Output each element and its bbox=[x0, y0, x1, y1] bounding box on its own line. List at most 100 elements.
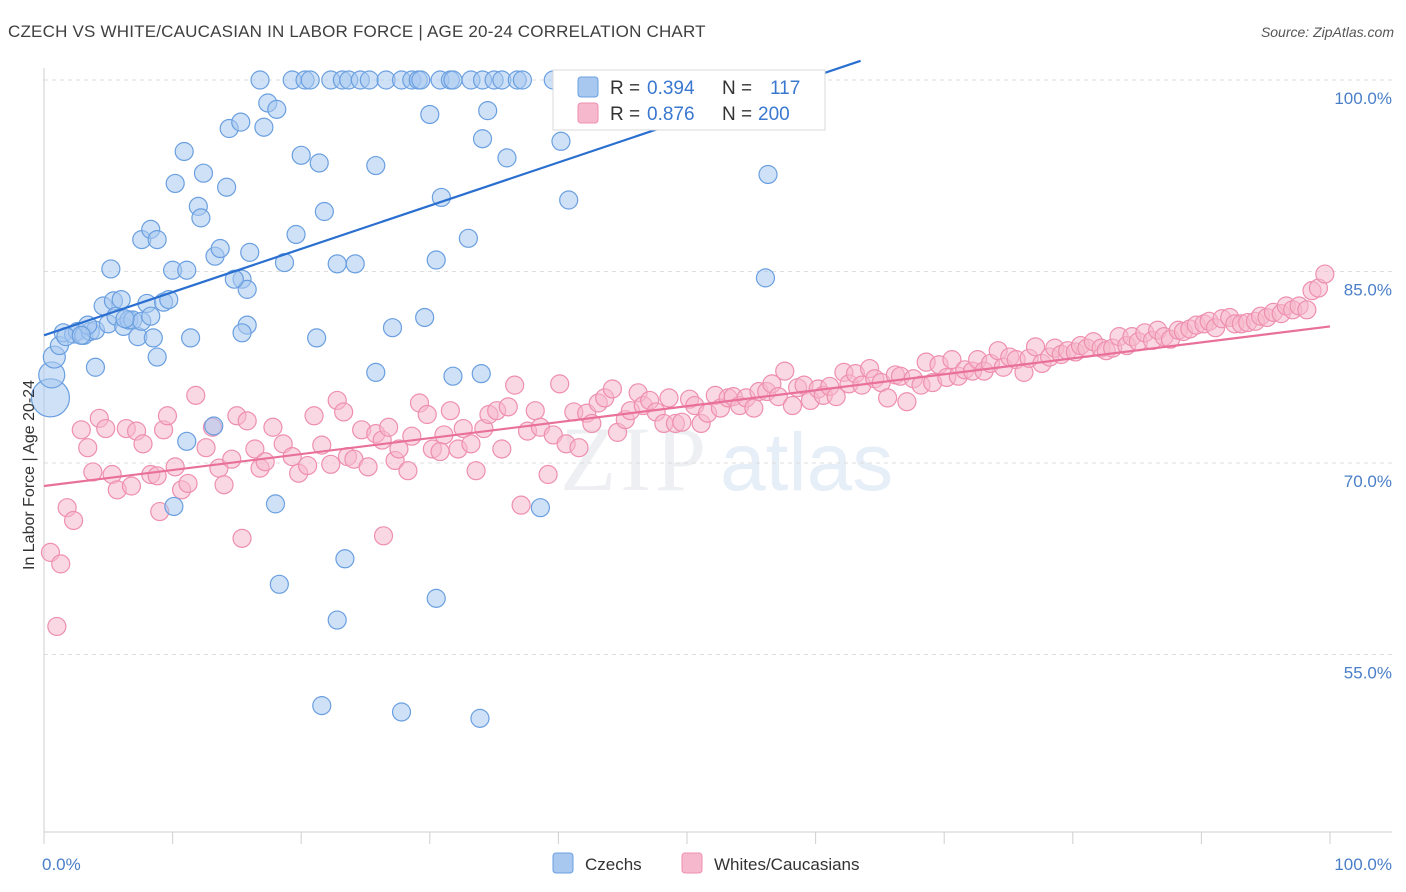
czech-point-47 bbox=[250, 70, 270, 90]
czech-point-66 bbox=[359, 70, 379, 90]
white-point-32 bbox=[245, 439, 265, 459]
czech-point-31 bbox=[177, 260, 197, 280]
legend-label-czechs: Czechs bbox=[585, 855, 642, 874]
watermark: ZIP atlas bbox=[560, 408, 893, 510]
white-point-5 bbox=[71, 420, 91, 440]
white-point-129 bbox=[878, 388, 898, 408]
czech-point-56 bbox=[300, 70, 320, 90]
czech-point-67 bbox=[366, 155, 386, 176]
czech-point-39 bbox=[217, 177, 237, 197]
white-point-114 bbox=[782, 395, 803, 416]
white-point-132 bbox=[897, 392, 917, 412]
czech-point-46 bbox=[240, 242, 260, 262]
czech-point-94 bbox=[551, 131, 571, 151]
czech-point-119 bbox=[391, 702, 412, 722]
czech-point-108 bbox=[177, 431, 197, 451]
stats-swatch-whites bbox=[577, 102, 599, 124]
czech-point-36 bbox=[193, 163, 214, 183]
white-point-17 bbox=[147, 466, 167, 486]
czech-point-81 bbox=[443, 366, 463, 386]
czech-point-82 bbox=[443, 70, 463, 90]
czech-point-77 bbox=[426, 250, 446, 270]
czech-point-61 bbox=[327, 254, 347, 274]
white-point-24 bbox=[196, 438, 216, 458]
white-point-95 bbox=[659, 388, 679, 408]
white-point-1 bbox=[51, 554, 71, 574]
white-point-194 bbox=[1297, 300, 1317, 320]
czech-point-76 bbox=[420, 104, 440, 125]
svg-text:atlas: atlas bbox=[720, 417, 893, 508]
white-point-40 bbox=[304, 406, 324, 426]
czech-point-117 bbox=[530, 498, 550, 518]
y-tick-label-0: 100.0% bbox=[1334, 89, 1392, 108]
white-point-59 bbox=[430, 441, 450, 462]
czech-point-22 bbox=[147, 347, 167, 367]
bottom-legend: Czechs Whites/Caucasians bbox=[552, 852, 860, 874]
czech-point-112 bbox=[269, 574, 289, 594]
axes bbox=[43, 68, 1392, 844]
stats-swatch-czechs bbox=[577, 76, 599, 98]
white-point-76 bbox=[538, 464, 558, 485]
czech-point-30 bbox=[181, 328, 201, 348]
white-point-108 bbox=[744, 398, 764, 418]
white-point-27 bbox=[214, 475, 234, 495]
czech-point-116 bbox=[471, 364, 491, 384]
white-point-4 bbox=[63, 510, 84, 531]
czech-point-54 bbox=[291, 145, 311, 165]
legend-swatch-czechs bbox=[552, 852, 574, 874]
white-point-13 bbox=[121, 476, 142, 496]
white-point-20 bbox=[165, 457, 185, 477]
white-point-139 bbox=[942, 350, 962, 370]
y-tick-label-3: 55.0% bbox=[1344, 664, 1392, 683]
white-point-19 bbox=[157, 406, 178, 426]
czech-point-125 bbox=[141, 306, 161, 326]
white-point-97 bbox=[672, 412, 692, 432]
czech-point-57 bbox=[307, 328, 327, 348]
stats-n-value-czechs: 117 bbox=[770, 78, 800, 99]
white-point-28 bbox=[222, 449, 242, 469]
czech-point-50 bbox=[267, 99, 287, 119]
czech-point-14 bbox=[111, 289, 131, 310]
white-point-74 bbox=[525, 401, 545, 421]
stats-n-label-whites: N = bbox=[722, 104, 752, 125]
white-point-57 bbox=[417, 404, 437, 425]
czech-point-74 bbox=[415, 307, 435, 328]
source-label: Source: ZipAtlas.com bbox=[1260, 24, 1394, 40]
stats-n-label-czechs: N = bbox=[722, 78, 752, 99]
y-tick-label-2: 70.0% bbox=[1344, 472, 1392, 491]
white-point-55 bbox=[402, 426, 422, 446]
czech-point-92 bbox=[512, 70, 532, 90]
stats-r-value-whites: 0.876 bbox=[647, 104, 695, 125]
x-tick-label-max: 100.0% bbox=[1334, 855, 1392, 874]
czech-point-58 bbox=[309, 153, 329, 173]
legend-item-whites[interactable]: Whites/Caucasians bbox=[681, 852, 860, 874]
legend-swatch-whites bbox=[681, 852, 703, 874]
white-point-34 bbox=[255, 452, 275, 472]
czech-point-38 bbox=[210, 238, 230, 259]
white-point-152 bbox=[1025, 337, 1046, 357]
czech-point-70 bbox=[382, 318, 403, 338]
white-point-69 bbox=[492, 439, 512, 459]
czech-point-122 bbox=[115, 309, 135, 329]
czech-point-28 bbox=[147, 229, 167, 250]
white-point-65 bbox=[466, 461, 486, 481]
whites-trend-line bbox=[43, 325, 1331, 488]
white-point-54 bbox=[398, 461, 418, 481]
legend-item-czechs[interactable]: Czechs bbox=[552, 852, 642, 874]
czech-point-43 bbox=[232, 323, 252, 343]
y-tick-labels: 100.0% 85.0% 70.0% 55.0% bbox=[1334, 89, 1392, 683]
gridlines bbox=[44, 79, 1392, 656]
czech-point-34 bbox=[165, 173, 185, 194]
white-point-53 bbox=[389, 439, 409, 459]
white-point-64 bbox=[461, 434, 481, 454]
czech-point-53 bbox=[286, 224, 306, 245]
czech-point-124 bbox=[71, 325, 91, 345]
white-point-86 bbox=[602, 379, 623, 399]
white-point-199 bbox=[373, 526, 394, 546]
czech-point-48 bbox=[254, 117, 274, 137]
stats-r-label-whites: R = bbox=[610, 104, 640, 125]
czech-point-79 bbox=[431, 187, 451, 208]
white-point-70 bbox=[498, 397, 518, 417]
czech-point-114 bbox=[327, 610, 347, 630]
czech-point-85 bbox=[472, 129, 493, 149]
